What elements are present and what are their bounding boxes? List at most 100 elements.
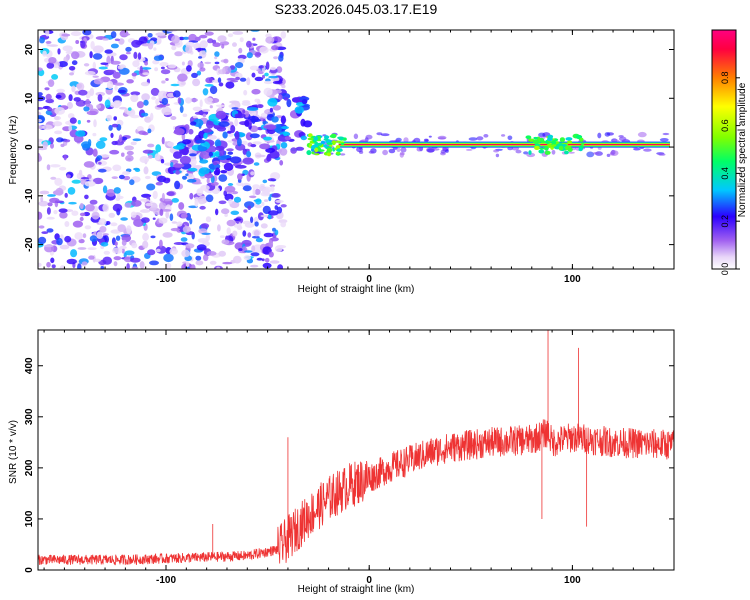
noise-blob <box>191 72 198 78</box>
noise-blob <box>255 237 263 243</box>
noise-blob <box>98 66 109 70</box>
noise-blob <box>255 154 266 158</box>
noise-blob <box>113 256 122 261</box>
noise-blob <box>93 119 97 128</box>
noise-blob <box>249 65 259 71</box>
noise-blob <box>205 194 214 203</box>
noise-blob <box>50 257 55 264</box>
noise-blob <box>153 47 157 51</box>
noise-blob <box>147 249 156 256</box>
noise-blob <box>268 240 274 248</box>
ridge-wiggle <box>525 135 532 139</box>
noise-blob <box>68 94 73 102</box>
y-tick-label: 400 <box>24 357 35 374</box>
noise-blob <box>84 71 96 76</box>
noise-blob <box>171 35 180 44</box>
transition-blob <box>234 164 247 169</box>
noise-blob <box>114 38 120 42</box>
noise-blob <box>89 199 98 205</box>
ridge-halo <box>368 150 375 154</box>
noise-blob <box>42 141 48 149</box>
noise-blob <box>279 147 288 156</box>
noise-blob <box>128 107 132 111</box>
noise-blob <box>263 87 273 96</box>
noise-blob <box>185 261 190 268</box>
noise-blob <box>85 98 91 107</box>
noise-blob <box>199 34 208 39</box>
noise-blob <box>89 88 95 96</box>
noise-blob <box>254 76 264 82</box>
transition-blob <box>206 120 214 129</box>
noise-blob <box>185 45 193 54</box>
noise-blob <box>47 107 53 112</box>
noise-blob <box>263 232 274 238</box>
ridge-halo <box>659 138 669 142</box>
noise-blob <box>58 208 68 213</box>
noise-blob <box>70 31 82 37</box>
noise-blob <box>54 107 66 115</box>
spectrogram-ridge <box>306 131 670 158</box>
noise-blob <box>162 232 173 238</box>
noise-blob <box>194 198 199 207</box>
noise-blob <box>209 260 217 265</box>
noise-blob <box>38 111 42 116</box>
transition-blob <box>280 115 286 125</box>
noise-blob <box>268 196 272 202</box>
noise-blob <box>182 113 188 118</box>
y-tick-label: 200 <box>24 459 35 476</box>
noise-blob <box>59 166 67 171</box>
noise-blob <box>252 37 256 41</box>
noise-blob <box>280 31 287 39</box>
noise-blob <box>268 75 279 79</box>
ridge-halo <box>604 132 611 137</box>
ridge-wiggle <box>340 142 345 146</box>
noise-blob <box>129 179 135 186</box>
noise-blob <box>89 51 93 59</box>
noise-blob <box>200 223 210 229</box>
y-tick-label: 10 <box>24 92 35 104</box>
noise-blob <box>91 211 100 220</box>
noise-blob <box>38 118 42 123</box>
noise-blob <box>199 99 203 108</box>
noise-blob <box>250 171 255 176</box>
noise-blob <box>130 141 137 146</box>
x-tick-label: 0 <box>366 274 372 285</box>
transition-blob <box>216 126 227 132</box>
noise-blob <box>106 55 111 65</box>
transition-blob <box>214 151 220 155</box>
transition-blob <box>215 110 227 120</box>
noise-blob <box>150 235 156 239</box>
noise-blob <box>86 119 91 123</box>
noise-blob <box>179 105 184 114</box>
noise-blob <box>229 65 236 70</box>
ridge-halo <box>356 146 363 153</box>
ridge-wiggle <box>559 137 566 143</box>
noise-blob <box>100 266 105 269</box>
noise-blob <box>82 233 87 239</box>
noise-blob <box>241 140 248 146</box>
noise-blob <box>66 101 73 110</box>
noise-blob <box>130 114 140 119</box>
transition-blob <box>227 151 234 155</box>
noise-blob <box>83 161 95 168</box>
noise-blob <box>113 187 122 194</box>
noise-blob <box>147 143 155 148</box>
noise-blob <box>78 169 83 176</box>
ridge-halo <box>610 150 619 157</box>
noise-blob <box>160 209 172 212</box>
noise-blob <box>74 232 83 240</box>
transition-blob <box>174 180 181 190</box>
noise-blob <box>265 36 275 44</box>
noise-blob <box>83 63 90 67</box>
noise-blob <box>217 35 227 43</box>
noise-blob <box>131 72 137 77</box>
ridge-wiggle <box>311 151 315 155</box>
noise-blob <box>165 78 169 81</box>
transition-blob <box>195 139 206 144</box>
noise-blob <box>71 85 76 93</box>
ridge-wiggle <box>540 140 546 144</box>
noise-blob <box>139 261 145 269</box>
transition-blob <box>283 97 289 101</box>
noise-blob <box>79 216 84 222</box>
noise-blob <box>196 244 207 251</box>
